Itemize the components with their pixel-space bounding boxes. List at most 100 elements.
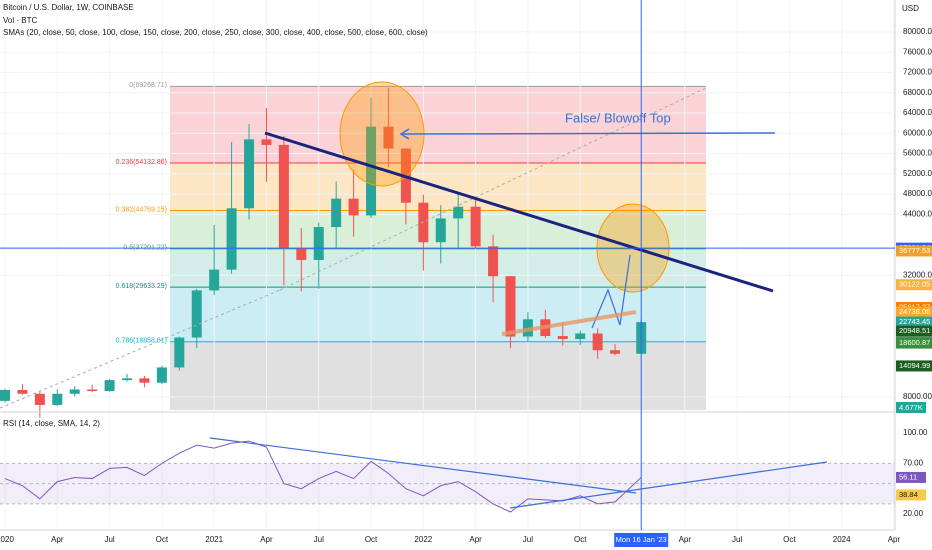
y-tick-label: 20.00 — [903, 509, 924, 518]
rsi-trendline — [209, 437, 637, 494]
fib-band — [170, 86, 706, 164]
candle-body — [17, 389, 28, 394]
cursor-label: Mon 16 Jan '23 — [616, 535, 667, 544]
rsi-sma-badge — [896, 489, 926, 501]
candle-body — [69, 389, 80, 394]
arrow-head — [399, 128, 410, 140]
price-badge — [896, 337, 932, 349]
fib-trend — [0, 289, 281, 409]
x-tick-label: 2020 — [0, 535, 14, 544]
x-tick-label: Oct — [783, 535, 796, 544]
y-tick-label: 72000.00 — [903, 68, 932, 77]
candle-body — [366, 126, 377, 216]
candle-body — [296, 248, 307, 260]
fib-label: 0(69268.71) — [129, 82, 167, 89]
title: Bitcoin / U.S. Dollar, 1W, COINBASE — [3, 3, 134, 12]
rsi-trendline — [509, 461, 828, 509]
fib-trend — [279, 87, 707, 291]
y-tick-label: 76000.00 — [903, 47, 932, 56]
sma-legend: SMAs (20, close, 50, close, 100, close, … — [3, 28, 428, 37]
y-tick-label: 70.00 — [903, 458, 924, 467]
fib-label: 0.618(29633.29) — [116, 283, 167, 290]
candle-body — [610, 350, 621, 354]
candle-body — [156, 367, 167, 383]
candle-body — [557, 336, 568, 340]
candle-body — [348, 198, 359, 216]
candle-body — [278, 144, 289, 249]
x-tick-label: Apr — [888, 535, 901, 544]
price-badge — [896, 306, 932, 318]
y-tick-label: 48000.00 — [903, 189, 932, 198]
x-tick-label: 2021 — [205, 535, 223, 544]
price-badge — [896, 360, 932, 372]
price-badge-label: 20948.51 — [899, 326, 930, 335]
candle-body — [575, 333, 586, 340]
candle-body — [488, 246, 499, 277]
x-tick-label: Oct — [574, 535, 587, 544]
y-tick-label: 52000.00 — [903, 169, 932, 178]
candle-body — [592, 333, 603, 351]
candle-body — [453, 206, 464, 219]
candle-body — [104, 380, 115, 392]
price-badge — [896, 279, 932, 291]
candle-body — [174, 337, 185, 368]
currency: USD — [902, 4, 919, 13]
candle-body — [244, 139, 255, 209]
price-badge-label: 14094.99 — [899, 361, 930, 370]
x-tick-label: Apr — [469, 535, 482, 544]
candle-body — [191, 290, 202, 338]
price-badge-label: 24738.06 — [899, 307, 930, 316]
candle-body — [87, 389, 98, 392]
x-tick-label: Oct — [156, 535, 169, 544]
candle-body — [435, 218, 446, 243]
candle-body — [313, 227, 324, 260]
candle-body — [383, 126, 394, 149]
x-tick-label: 2022 — [414, 535, 432, 544]
price-badge-label: 22743.45 — [899, 317, 930, 326]
x-tick-label: 2024 — [833, 535, 851, 544]
x-tick-label: Apr — [679, 535, 692, 544]
arrow — [402, 132, 776, 135]
x-tick-label: Apr — [51, 535, 64, 544]
y-tick-label: 68000.00 — [903, 88, 932, 97]
candle-body — [226, 208, 237, 270]
y-tick-label: 56000.00 — [903, 149, 932, 158]
x-tick-label: Oct — [365, 535, 378, 544]
fib-band — [170, 341, 706, 410]
price-badge-label: 36777.53 — [899, 246, 930, 255]
y-tick-label: 44000.00 — [903, 209, 932, 218]
x-tick-label: Jul — [314, 535, 324, 544]
volume-badge-label: 4.677K — [899, 403, 923, 412]
rsi-badge — [896, 471, 926, 483]
x-tick-label: Jul — [104, 535, 114, 544]
rsi-legend: RSI (14, close, SMA, 14, 2) — [3, 419, 100, 428]
fib-label: 0.236(54132.86) — [116, 159, 167, 166]
volume-legend: Vol · BTC — [3, 16, 37, 25]
fib-label: 0.786(18858.61) — [116, 338, 167, 345]
rsi-line — [4, 440, 642, 513]
x-tick-label: Jul — [732, 535, 742, 544]
candle-body — [331, 198, 342, 228]
candle-body — [505, 276, 516, 337]
price-badge — [896, 325, 932, 337]
candle-body — [0, 389, 11, 401]
candle-body — [52, 393, 63, 405]
rsi-badge-label: 56.11 — [899, 472, 917, 481]
rsi-sma-label: 38.84 — [899, 490, 918, 499]
channel — [501, 310, 637, 336]
fib-band — [170, 248, 706, 288]
x-tick-label: Jul — [523, 535, 533, 544]
price-badge-label: 18600.87 — [899, 338, 930, 347]
candle-body — [209, 269, 220, 291]
candle-body — [139, 378, 150, 383]
y-tick-label: 64000.00 — [903, 108, 932, 117]
annotation: False/ Blowoff Top — [565, 110, 671, 125]
candle-body — [261, 139, 272, 145]
trendline — [264, 131, 774, 293]
volume-badge — [896, 402, 926, 413]
price-badge-label: 30122.05 — [899, 280, 930, 289]
y-tick-label: 32000.00 — [903, 270, 932, 279]
y-tick-label: 80000.00 — [903, 27, 932, 36]
cursor-label-bg — [614, 533, 669, 547]
